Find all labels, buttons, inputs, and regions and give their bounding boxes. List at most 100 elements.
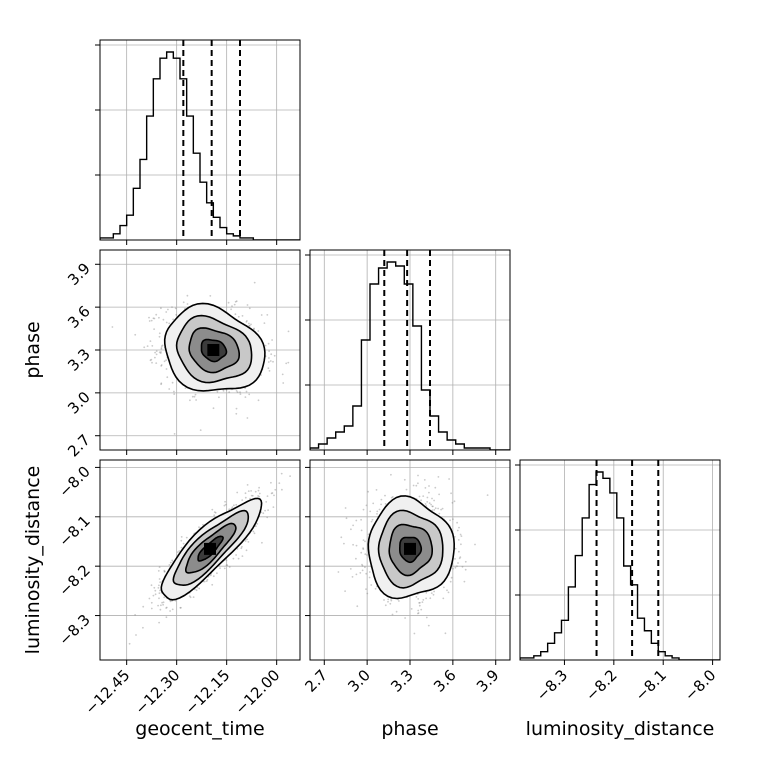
sample-point (246, 484, 249, 486)
sample-point (365, 504, 368, 507)
sample-point (420, 608, 423, 611)
sample-point (163, 570, 166, 573)
panel-content (128, 472, 291, 645)
sample-point (361, 565, 364, 567)
sample-point (245, 321, 248, 323)
sample-point (267, 342, 270, 345)
sample-point (225, 564, 228, 566)
sample-point (370, 584, 373, 586)
sample-point (355, 573, 358, 576)
sample-point (254, 490, 257, 493)
density-contour (399, 536, 423, 564)
sample-point (370, 520, 373, 523)
sample-point (369, 510, 372, 513)
sample-point (250, 494, 253, 497)
sample-point (271, 339, 273, 341)
sample-point (461, 565, 464, 568)
sample-point (360, 518, 362, 521)
sample-point (444, 632, 447, 635)
sample-point (423, 479, 426, 481)
sample-point (235, 300, 238, 303)
sample-point (464, 568, 467, 571)
sample-point (418, 604, 421, 607)
x-tick-label-phase: 3.9 (473, 666, 503, 696)
sample-point (158, 584, 160, 587)
sample-point (182, 301, 185, 304)
sample-point (209, 295, 212, 297)
sample-point (155, 350, 158, 352)
sample-point (432, 505, 434, 508)
sample-point (223, 567, 226, 570)
y-tick-label-luminosity_distance: −8.3 (55, 611, 93, 649)
sample-point (160, 307, 162, 310)
sample-point (166, 376, 169, 379)
sample-point (157, 587, 160, 589)
sample-point (417, 609, 420, 612)
sample-point (452, 567, 454, 570)
sample-point (211, 508, 214, 511)
panels-layer: −8.3 −8.2 −8.1 −8.02.73.03.33.63.9−12.45−12… (55, 39, 721, 718)
sample-point (168, 322, 171, 325)
sample-point (169, 610, 172, 612)
sample-point (460, 535, 463, 537)
sample-point (256, 523, 259, 525)
sample-point (422, 599, 425, 601)
density-contour (185, 522, 237, 574)
sample-point (287, 361, 290, 364)
sample-point (344, 507, 347, 509)
sample-point (418, 495, 421, 498)
sample-point (360, 551, 363, 554)
sample-point (246, 417, 249, 419)
sample-point (237, 557, 240, 560)
sample-point (453, 500, 456, 503)
sample-point (433, 499, 435, 502)
sample-point (281, 488, 283, 491)
sample-point (148, 597, 151, 600)
sample-point (459, 556, 462, 558)
sample-point (270, 481, 272, 484)
sample-point (231, 506, 234, 508)
histogram-panel-luminosity_distance: −8.3 −8.2 −8.1 −8.0 (515, 459, 721, 705)
sample-point (134, 614, 137, 616)
sample-point (460, 543, 462, 546)
sample-point (158, 621, 161, 624)
sample-point (355, 519, 358, 522)
sample-point (364, 553, 367, 556)
sample-point (253, 328, 255, 330)
sample-point (209, 574, 212, 577)
sample-point (464, 560, 467, 563)
sample-point (160, 365, 163, 367)
sample-point (161, 601, 164, 604)
sample-point (186, 294, 189, 297)
x-tick-label-geocent_time: −12.00 (232, 666, 284, 718)
sample-point (450, 492, 452, 495)
sample-point (237, 315, 240, 318)
panel-frame-geocent_time (99, 39, 301, 241)
sample-point (362, 539, 365, 541)
sample-point (178, 550, 181, 552)
sample-point (270, 353, 273, 356)
y-tick-label-phase: 3.3 (64, 345, 94, 375)
sample-point (438, 493, 440, 496)
sample-point (198, 587, 201, 590)
sample-point (194, 393, 197, 396)
sample-point (150, 358, 153, 361)
sample-point (289, 475, 291, 477)
sample-point (158, 332, 161, 335)
sample-point (263, 322, 266, 324)
sample-point (222, 390, 225, 392)
sample-point (269, 360, 272, 362)
sample-point (165, 606, 168, 609)
sample-point (180, 539, 183, 542)
sample-point (391, 613, 394, 616)
panel-content (337, 473, 489, 635)
sample-point (165, 321, 168, 324)
x-tick-label-phase: 2.7 (302, 666, 332, 696)
sample-point (168, 564, 171, 566)
sample-point (165, 359, 168, 361)
sample-point (205, 580, 208, 582)
sample-point (395, 610, 398, 613)
sample-point (268, 357, 270, 359)
sample-point (257, 330, 260, 332)
sample-point (185, 536, 188, 539)
